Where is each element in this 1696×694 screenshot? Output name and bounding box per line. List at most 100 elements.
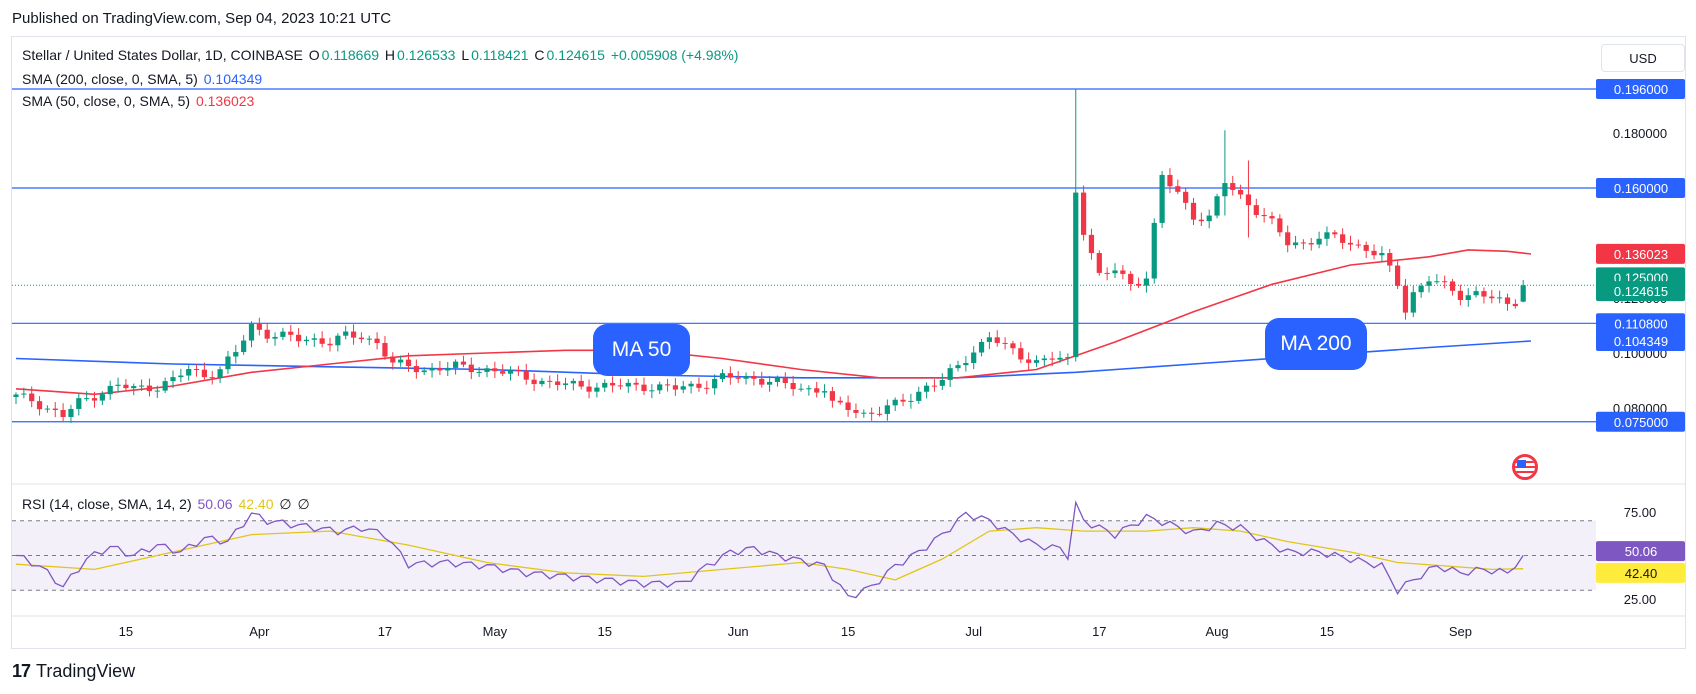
candle-body xyxy=(1026,359,1032,363)
level-price-tag-box xyxy=(1596,178,1685,198)
candle xyxy=(1347,235,1354,251)
sma50-legend[interactable]: SMA (50, close, 0, SMA, 5) 0.136023 xyxy=(22,93,256,109)
level-price-tag-text: 0.196000 xyxy=(1614,82,1668,97)
candle-body xyxy=(806,388,812,390)
candle-body xyxy=(296,334,302,342)
close-label: C xyxy=(534,47,545,63)
candle xyxy=(60,403,66,422)
candle-body xyxy=(1104,272,1110,274)
candle xyxy=(1387,248,1393,273)
candle-body xyxy=(829,391,835,401)
time-axis-label: May xyxy=(483,624,508,639)
candle-body xyxy=(115,384,121,386)
series-price-tag-box xyxy=(1596,243,1685,264)
candle-body xyxy=(547,380,553,382)
candle xyxy=(68,404,74,423)
candle xyxy=(1175,179,1181,195)
candle-body xyxy=(1096,253,1102,273)
candle-body xyxy=(602,382,608,388)
candle xyxy=(1410,285,1416,318)
candle-body xyxy=(1277,218,1283,233)
candle-body xyxy=(52,408,58,411)
candle xyxy=(1418,282,1424,298)
candle xyxy=(751,371,757,386)
candle-body xyxy=(429,368,435,371)
candle xyxy=(1065,353,1071,365)
candle xyxy=(1520,280,1526,303)
candle xyxy=(853,403,859,419)
candle xyxy=(36,396,43,416)
rsi-value-tag-text: 50.06 xyxy=(1625,544,1658,559)
candle-body xyxy=(861,412,867,414)
candle-body xyxy=(625,382,631,387)
candle-body xyxy=(91,398,98,401)
candle xyxy=(610,376,616,393)
candle xyxy=(13,392,19,405)
candle-body xyxy=(1238,189,1244,195)
candle-body xyxy=(743,376,749,379)
candle-body xyxy=(1175,186,1181,192)
candle xyxy=(1041,354,1047,367)
level-price-tag: 0.160000 xyxy=(1596,178,1685,198)
candle xyxy=(1261,208,1267,223)
price-axis-label: 0.180000 xyxy=(1613,126,1667,141)
sma200-legend[interactable]: SMA (200, close, 0, SMA, 5) 0.104349 xyxy=(22,71,264,87)
candle-body xyxy=(798,388,804,390)
currency-button[interactable]: USD xyxy=(1601,44,1685,72)
candle-body xyxy=(272,336,278,339)
candle xyxy=(963,356,969,372)
candle xyxy=(382,336,388,360)
candle xyxy=(1128,271,1134,291)
candle xyxy=(1135,277,1142,289)
candle-body xyxy=(1245,194,1252,206)
candle xyxy=(123,379,129,391)
us-flag-icon[interactable] xyxy=(1512,454,1538,480)
candle-body xyxy=(390,356,396,363)
candle xyxy=(303,336,310,346)
candle-body xyxy=(1371,250,1377,256)
candle xyxy=(390,352,396,370)
candle xyxy=(900,393,906,407)
candle-body xyxy=(460,361,467,365)
tradingview-logo[interactable]: 17 TradingView xyxy=(12,661,135,682)
candle xyxy=(1143,271,1149,293)
series-price-tag-text: 0.136023 xyxy=(1614,247,1668,262)
candle xyxy=(759,371,765,388)
chart-frame xyxy=(11,36,1686,649)
candle xyxy=(1426,276,1432,293)
candle xyxy=(884,399,890,421)
symbol-legend: Stellar / United States Dollar, 1D, COIN… xyxy=(22,47,740,63)
open-value: 0.118669 xyxy=(321,47,380,63)
candle-body xyxy=(1222,183,1228,197)
candle xyxy=(719,369,726,383)
series-price-tag-box xyxy=(1596,281,1685,302)
candle xyxy=(437,360,443,376)
candle-body xyxy=(523,370,529,380)
candle xyxy=(790,375,796,396)
candle-body xyxy=(869,412,875,414)
rsi-value: 50.06 xyxy=(197,496,233,512)
candle xyxy=(931,379,938,392)
candle-body xyxy=(1143,278,1149,286)
time-axis-label: Apr xyxy=(249,624,270,639)
candle xyxy=(578,374,584,390)
candle-body xyxy=(1504,297,1511,304)
candle-body xyxy=(256,324,262,330)
candle-body xyxy=(1308,243,1314,245)
candle-body xyxy=(641,384,647,392)
candle-body xyxy=(44,408,50,410)
candle-body xyxy=(303,339,310,342)
candle xyxy=(358,332,364,344)
candle xyxy=(468,357,474,380)
candle xyxy=(217,366,223,384)
candle xyxy=(672,378,678,396)
candle xyxy=(1018,342,1024,363)
rsi-legend[interactable]: RSI (14, close, SMA, 14, 2) 50.06 42.40 … xyxy=(22,496,312,513)
candle xyxy=(1292,235,1299,249)
candle xyxy=(1253,198,1259,219)
candle-body xyxy=(1457,290,1463,301)
candle-body xyxy=(1300,242,1306,244)
candle xyxy=(1300,239,1306,250)
rsi-ma-value-tag: 42.40 xyxy=(1596,562,1685,583)
